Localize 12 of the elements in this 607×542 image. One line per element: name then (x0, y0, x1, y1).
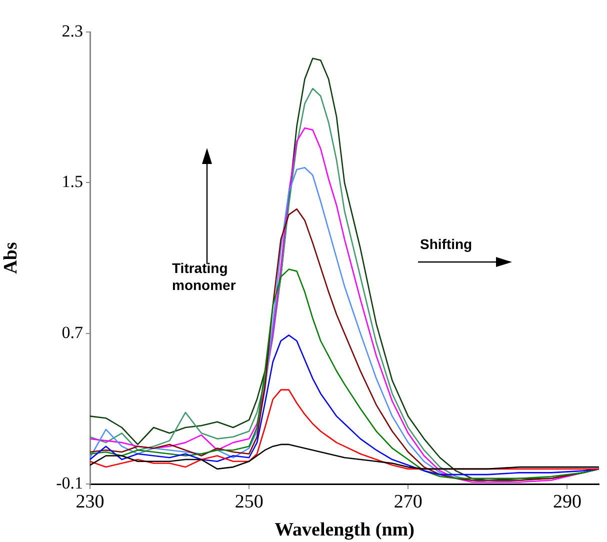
x-tick-label: 230 (76, 491, 104, 512)
y-tick-label: 1.5 (62, 172, 83, 192)
x-tick-label: 250 (234, 491, 264, 512)
y-tick-label: -0.1 (56, 473, 83, 492)
y-tick-label: 2.3 (62, 21, 83, 40)
annotation: Titrating monomer (172, 260, 236, 294)
x-tick-label: 270 (394, 491, 422, 512)
y-axis-title: Abs (0, 242, 22, 274)
y-tick-label: 0.7 (62, 322, 84, 342)
x-axis-title: Wavelength (nm) (274, 520, 414, 541)
x-tick-label: 290 (552, 491, 582, 512)
annotation: Shifting (420, 236, 472, 253)
